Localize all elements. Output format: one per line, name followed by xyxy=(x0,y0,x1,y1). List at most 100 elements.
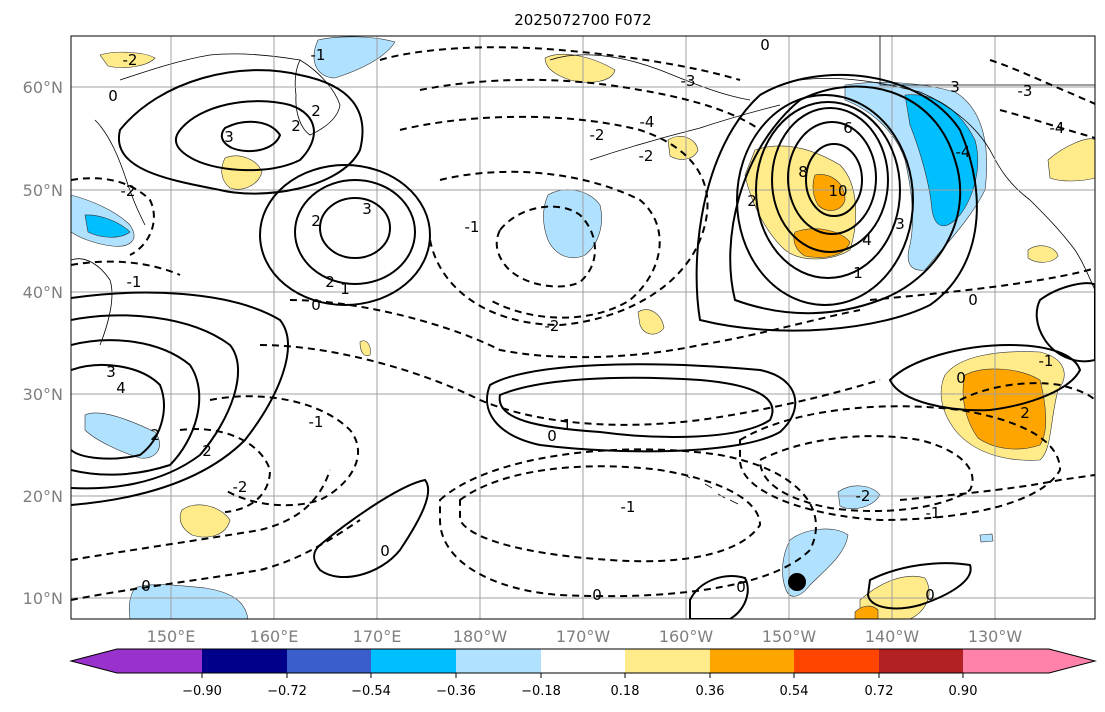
colorbar-tick-label: −0.36 xyxy=(436,684,476,699)
contour-label: 0 xyxy=(956,369,966,387)
contour-low-outer-1 xyxy=(729,85,962,315)
contour-label: 1 xyxy=(340,280,350,298)
contour-hawaii-south-0 xyxy=(689,575,749,619)
contour-label: 3 xyxy=(106,363,116,381)
contour-dashed-ne-4 xyxy=(999,109,1095,139)
contour-label: 2 xyxy=(1020,404,1030,422)
colorbar-tick-label: 0.18 xyxy=(611,684,640,699)
colorbar-tick-label: −0.18 xyxy=(521,684,561,699)
contour-dashed-sw-1 xyxy=(71,469,331,561)
colorbar-tick-label: 0.72 xyxy=(865,684,894,699)
contour-dashed-east-ne-2 xyxy=(959,382,1095,401)
coast-sakhalin xyxy=(94,119,146,226)
colorbar-tick-label: 0.90 xyxy=(949,684,978,699)
colorbar-swatch xyxy=(541,649,625,673)
contour-label: 0 xyxy=(108,87,118,105)
contour-mexico-0 xyxy=(866,562,972,610)
contour-label: 0 xyxy=(311,296,321,314)
colorbar-tick-label: 0.54 xyxy=(780,684,809,699)
contour-label: 0 xyxy=(968,291,978,309)
shade-orange-sw-mexico xyxy=(854,605,879,619)
colorbar-outline xyxy=(69,648,1097,674)
contour-label: -4 xyxy=(956,143,971,161)
contour-label: 1 xyxy=(853,264,863,282)
contour-label: 0 xyxy=(547,427,557,445)
contour-west-high-0 xyxy=(313,478,430,579)
contour-dashed-mid-1 xyxy=(259,344,881,426)
contour-label: 0 xyxy=(592,586,602,604)
shade-yellow-washington xyxy=(1027,245,1059,263)
contour-ne-high xyxy=(1035,282,1095,363)
contour-west-ridge-2 xyxy=(71,314,239,490)
contour-label: 0 xyxy=(380,542,390,560)
contour-dashed-north-1 xyxy=(495,205,596,288)
lon-label: 160°E xyxy=(250,627,299,646)
lon-label: 150°W xyxy=(762,627,817,646)
shade-orange-low-center-a xyxy=(812,174,846,211)
contour-dashed-bering-3 xyxy=(379,46,741,81)
contour-label: 6 xyxy=(843,119,853,137)
contour-label: -1 xyxy=(309,413,324,431)
contour-label: 0 xyxy=(141,577,151,595)
colorbar-swatch xyxy=(879,649,963,673)
contour-dashed-subtropic-east-1 xyxy=(899,474,1095,501)
contour-west-ridge-4 xyxy=(71,364,165,460)
contour-dashed-ne-0 xyxy=(869,267,1095,301)
contour-low-center-4 xyxy=(755,101,901,279)
coast-canada-north xyxy=(879,36,1095,86)
contour-dashed-sub-1 xyxy=(209,395,360,507)
contour-label: 2 xyxy=(311,102,321,120)
lon-label: 170°E xyxy=(353,627,402,646)
shade-yellow-okhotsk xyxy=(99,51,156,68)
contour-label: -1 xyxy=(311,46,326,64)
map-title: 2025072700 F072 xyxy=(514,11,651,29)
gridlines xyxy=(71,36,1095,619)
contour-dashed-ne-3 xyxy=(989,59,1095,105)
contour-labels: 0 2 3 2 0 -2 -1 3 4 2 3 2 0 1 -2 -1 2 1 … xyxy=(106,36,1064,604)
contour-dashed-mid-2 xyxy=(289,299,861,359)
contour-low-center-2 xyxy=(736,94,914,306)
contour-nw-high-2 xyxy=(174,100,315,172)
lon-label: 130°W xyxy=(968,627,1023,646)
colorbar-swatch xyxy=(963,649,1049,673)
contour-label: -3 xyxy=(1018,82,1033,100)
coast-bc xyxy=(1029,199,1095,291)
contour-nw-high-inner xyxy=(220,120,282,153)
colorbar-swatch xyxy=(287,649,371,673)
contour-low-center-6 xyxy=(771,107,889,253)
lat-label: 60°N xyxy=(23,78,63,97)
shade-yellow-small-1 xyxy=(637,309,665,335)
lon-label: 150°E xyxy=(147,627,196,646)
colorbar-swatch xyxy=(371,649,456,673)
colorbar-swatch xyxy=(794,649,879,673)
shade-orange-low-center-b xyxy=(793,228,851,258)
coast-japan xyxy=(71,258,113,346)
contour-label: -1 xyxy=(926,504,941,522)
contour-central-lowlat-1 xyxy=(498,376,774,438)
shade-yellow-kurils xyxy=(221,155,263,190)
contour-dashed-east-2 xyxy=(758,435,974,512)
lat-label: 30°N xyxy=(23,385,63,404)
contour-central-1 xyxy=(259,164,431,306)
contour-dashed-south-1 xyxy=(459,465,762,563)
shade-blue-small-east xyxy=(837,485,881,509)
contour-label: -2 xyxy=(123,51,138,69)
coast-alaska-south xyxy=(799,77,1031,201)
lon-label: 160°W xyxy=(659,627,714,646)
contour-dashed-south-0 xyxy=(439,448,817,598)
contour-label: -2 xyxy=(590,126,605,144)
coast-alaska-west xyxy=(549,54,751,101)
contour-low-center-10 xyxy=(805,143,863,217)
contour-label: 3 xyxy=(950,78,960,96)
colorbar-tick-labels: −0.90 −0.72 −0.54 −0.36 −0.18 0.18 0.36 … xyxy=(182,684,977,699)
contour-label: -2 xyxy=(639,147,654,165)
contour-label: 0 xyxy=(736,578,746,596)
colorbar-swatch-extend-high xyxy=(1049,649,1095,673)
lat-labels: 60°N 50°N 40°N 30°N 20°N 10°N xyxy=(23,78,63,608)
coast-kamchatka xyxy=(294,59,341,136)
contour-label: 1 xyxy=(562,416,572,434)
contour-label: 8 xyxy=(798,163,808,181)
map-area: 0 2 3 2 0 -2 -1 3 4 2 3 2 0 1 -2 -1 2 1 … xyxy=(71,36,1095,619)
shade-yellow-wp-subtropic xyxy=(179,504,231,538)
